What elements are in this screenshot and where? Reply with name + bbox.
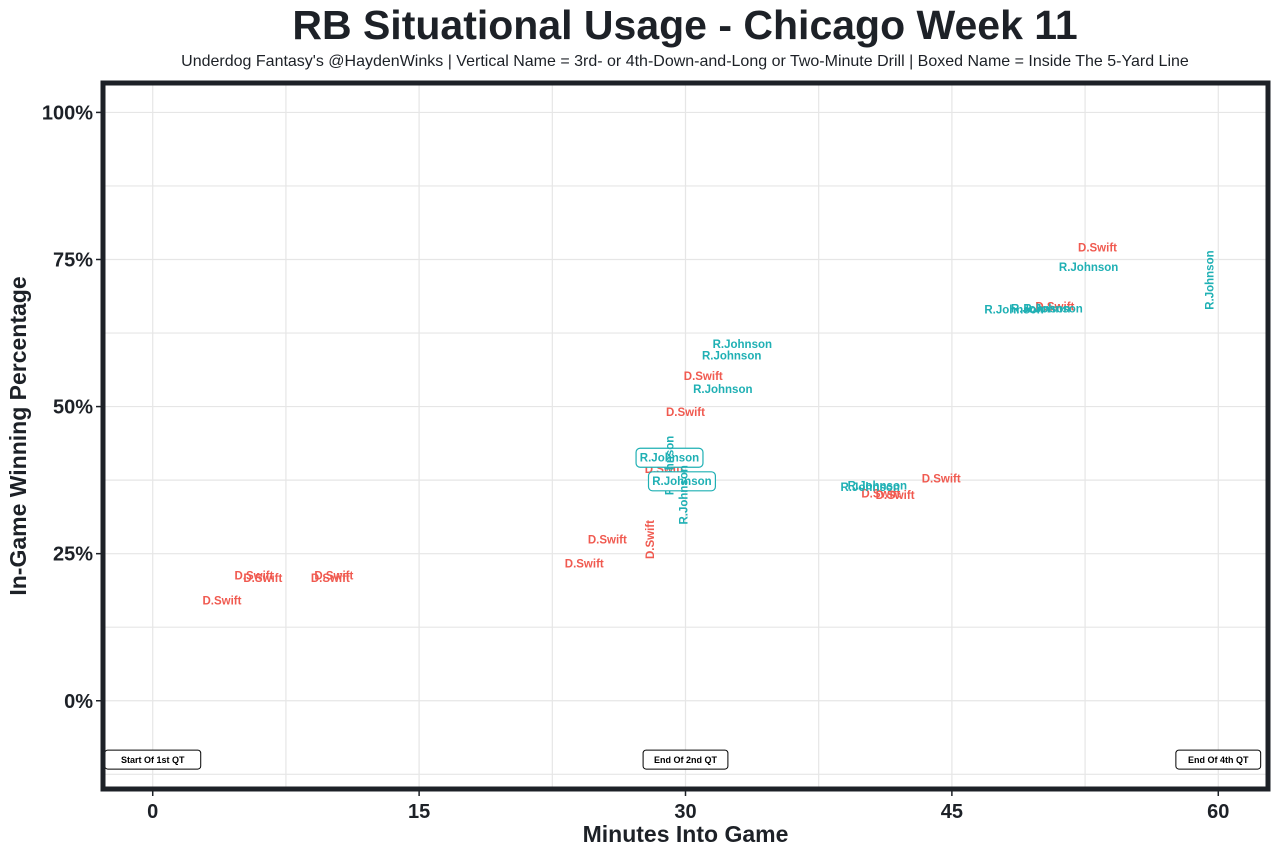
point-label: D.Swift	[565, 559, 604, 571]
x-tick-label: 45	[941, 801, 963, 823]
x-tick-label: 60	[1207, 801, 1229, 823]
chart-title: RB Situational Usage - Chicago Week 11	[292, 2, 1078, 48]
point-label: D.Swift	[666, 407, 705, 419]
point-label: R.Johnson	[1023, 303, 1082, 315]
point-label: D.Swift	[1078, 243, 1117, 255]
chart-subtitle: Underdog Fantasy's @HaydenWinks | Vertic…	[181, 53, 1189, 70]
point-label: R.Johnson	[640, 452, 699, 464]
point-label: R.Johnson	[702, 350, 761, 362]
point-label: R.Johnson	[713, 339, 772, 351]
point-label: D.Swift	[588, 535, 627, 547]
point-label: R.Johnson	[840, 482, 899, 494]
point-label: D.Swift	[311, 573, 350, 585]
y-tick-label: 75%	[53, 250, 93, 272]
annotation-box	[642, 749, 729, 770]
quarter-annotation: Start Of 1st QT	[104, 749, 202, 770]
point-label: D.Swift	[1035, 302, 1074, 314]
boxed-point-label: R.Johnson	[635, 447, 704, 468]
label-box	[647, 471, 716, 492]
point-label: R.Johnson	[1059, 262, 1118, 274]
x-axis-ticks: 0 15 30 45 60	[147, 791, 1229, 823]
quarter-annotation: End Of 4th QT	[1175, 749, 1262, 770]
point-label: R.Johnson	[984, 305, 1043, 317]
label-box	[635, 447, 704, 468]
quarter-annotations: Start Of 1st QT End Of 2nd QT End Of 4th Q…	[104, 749, 1262, 770]
point-label: R.Johnson	[848, 480, 907, 492]
vertical-point-label: R.Johnson	[679, 465, 691, 524]
x-axis-label: Minutes Into Game	[583, 821, 789, 847]
x-tick-label: 0	[147, 801, 158, 823]
y-tick-label: 100%	[42, 102, 93, 124]
grid	[103, 83, 1268, 789]
y-tick-label: 50%	[53, 397, 93, 419]
point-label: D.Swift	[861, 489, 900, 501]
annotation-label: Start Of 1st QT	[121, 755, 185, 765]
annotation-box	[1175, 749, 1262, 770]
y-tick-label: 25%	[53, 544, 93, 566]
point-label: D.Swift	[684, 371, 723, 383]
vertical-point-label: D.Swift	[645, 520, 657, 559]
point-label: D.Swift	[243, 573, 282, 585]
point-label: R.Johnson	[652, 476, 711, 488]
quarter-annotation: End Of 2nd QT	[642, 749, 729, 770]
point-label: D.Swift	[234, 570, 273, 582]
point-label: D.Swift	[922, 473, 961, 485]
annotation-label: End Of 2nd QT	[654, 755, 717, 765]
point-label: D.Swift	[876, 490, 915, 502]
vertical-point-label: R.Johnson	[1204, 250, 1216, 309]
boxed-point-label: R.Johnson	[647, 471, 716, 492]
point-label: R.Johnson	[693, 384, 752, 396]
y-axis-label: In-Game Winning Percentage	[5, 276, 31, 595]
point-label: D.Swift	[202, 596, 241, 608]
annotation-label: End Of 4th QT	[1188, 755, 1249, 765]
x-tick-label: 30	[674, 801, 696, 823]
point-label: D.Swift	[314, 570, 353, 582]
y-axis-ticks: 0% 25% 50% 75% 100%	[42, 102, 101, 713]
x-tick-label: 15	[408, 801, 430, 823]
point-label: R.Johnson	[1011, 303, 1070, 315]
y-tick-label: 0%	[64, 691, 93, 713]
plot-frame	[100, 80, 1271, 792]
